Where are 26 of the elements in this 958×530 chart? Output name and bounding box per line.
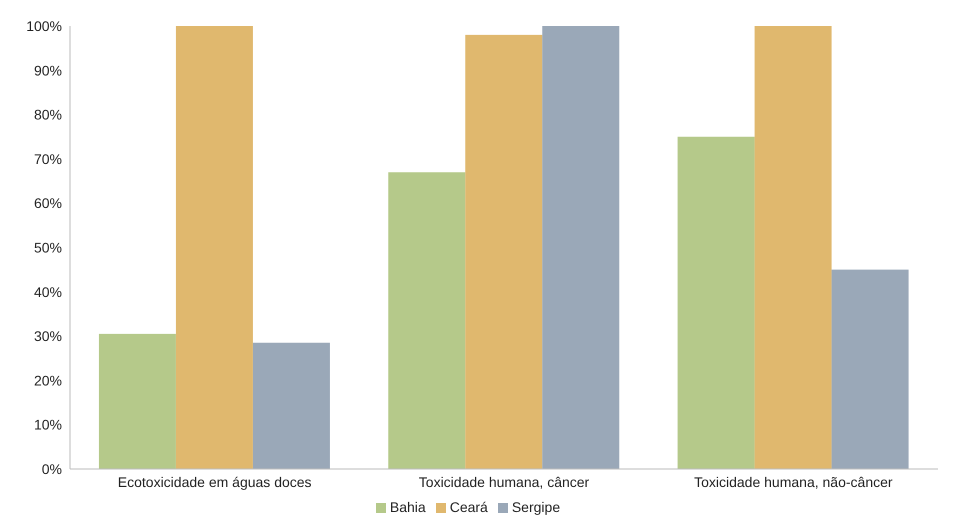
bar — [678, 136, 755, 469]
bar — [98, 334, 176, 469]
y-tick-label: 70% — [34, 150, 62, 167]
y-tick-label: 50% — [34, 239, 62, 256]
y-tick-label: 10% — [34, 416, 62, 433]
y-tick-label: 100% — [26, 18, 62, 34]
bar — [542, 26, 620, 469]
y-tick-label: 0% — [42, 460, 62, 477]
y-tick-label: 90% — [34, 62, 62, 78]
y-tick-label: 20% — [34, 372, 62, 388]
x-tick-label: Toxicidade humana, não-câncer — [694, 474, 893, 490]
bar — [465, 34, 542, 469]
legend-label: Sergipe — [512, 499, 560, 515]
y-tick-label: 40% — [34, 284, 62, 300]
x-tick-label: Ecotoxicidade em águas doces — [118, 474, 312, 490]
bar — [176, 26, 253, 469]
legend-label: Bahia — [390, 499, 426, 515]
y-tick-label: 30% — [34, 328, 62, 344]
bar — [388, 172, 466, 469]
bar — [832, 270, 909, 469]
bar — [754, 26, 832, 469]
x-tick-label: Toxicidade humana, câncer — [418, 474, 590, 490]
bar — [252, 342, 330, 469]
y-tick-label: 80% — [34, 106, 62, 123]
legend-label: Ceará — [450, 499, 488, 515]
y-tick-label: 60% — [34, 195, 62, 212]
